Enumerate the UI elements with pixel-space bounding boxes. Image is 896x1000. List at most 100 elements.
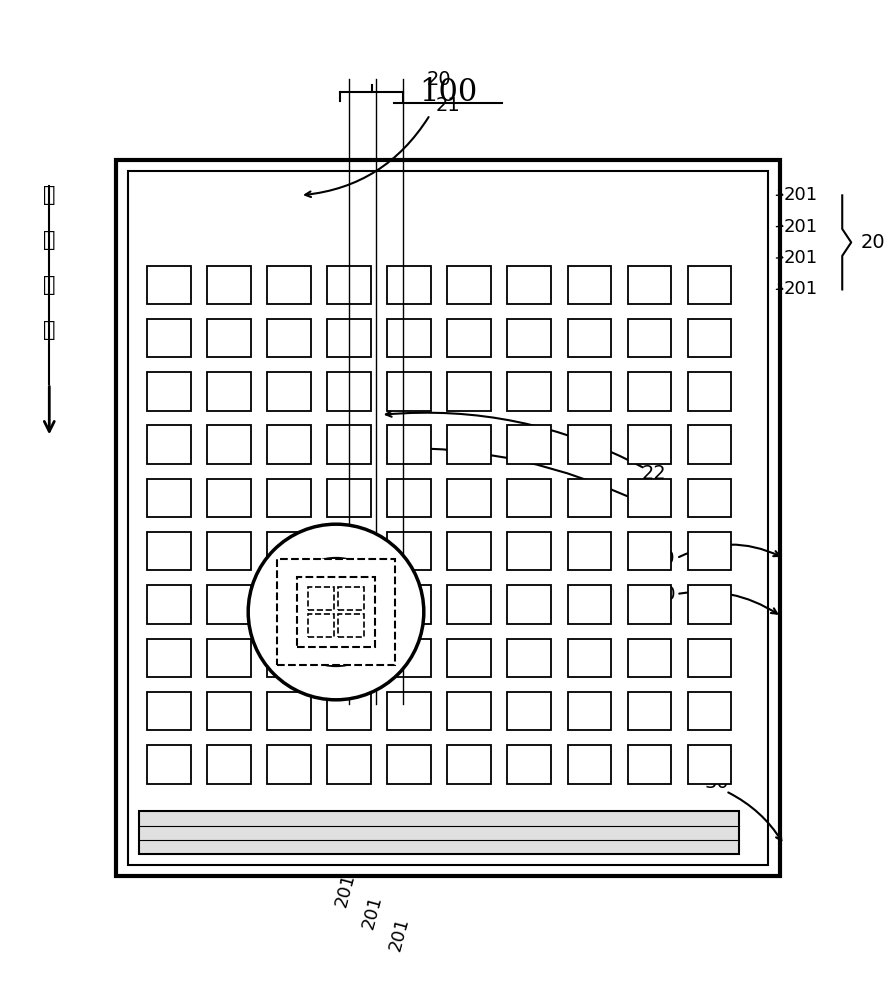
Bar <box>327 692 371 730</box>
Bar <box>627 639 671 677</box>
Bar <box>387 479 431 517</box>
Bar <box>627 319 671 357</box>
Bar <box>567 585 611 624</box>
Bar <box>507 532 551 570</box>
Bar <box>267 266 311 304</box>
Bar <box>207 425 251 464</box>
Bar <box>308 587 334 610</box>
Bar <box>627 479 671 517</box>
Bar <box>147 532 191 570</box>
Bar <box>207 692 251 730</box>
Bar <box>147 266 191 304</box>
Bar <box>387 425 431 464</box>
Text: 201: 201 <box>784 186 818 204</box>
Bar <box>308 614 334 637</box>
Bar <box>277 559 395 665</box>
Bar <box>567 479 611 517</box>
Bar <box>687 479 731 517</box>
Bar <box>627 372 671 411</box>
Text: 32: 32 <box>642 499 667 518</box>
Text: 22: 22 <box>642 464 667 483</box>
Bar <box>507 585 551 624</box>
Bar <box>387 319 431 357</box>
Bar <box>627 425 671 464</box>
Bar <box>507 745 551 784</box>
Bar <box>267 585 311 624</box>
Bar <box>267 319 311 357</box>
Bar <box>687 585 731 624</box>
Text: 201: 201 <box>358 893 385 931</box>
Bar <box>147 425 191 464</box>
Bar <box>147 319 191 357</box>
Text: 201: 201 <box>385 916 412 953</box>
Bar <box>116 160 780 876</box>
Text: 方: 方 <box>43 275 56 295</box>
Bar <box>627 585 671 624</box>
Bar <box>147 745 191 784</box>
Bar <box>687 266 731 304</box>
Bar <box>507 425 551 464</box>
Bar <box>327 266 371 304</box>
Bar <box>507 479 551 517</box>
Text: 20: 20 <box>426 70 452 89</box>
Bar <box>627 266 671 304</box>
Bar <box>687 692 731 730</box>
Bar <box>687 425 731 464</box>
Text: 201: 201 <box>784 249 818 267</box>
Bar <box>567 532 611 570</box>
Bar <box>147 585 191 624</box>
Bar <box>327 372 371 411</box>
Bar <box>338 587 364 610</box>
Bar <box>139 811 739 854</box>
Bar <box>327 479 371 517</box>
Bar <box>627 692 671 730</box>
Bar <box>147 372 191 411</box>
Bar <box>447 532 491 570</box>
Bar <box>267 745 311 784</box>
Bar <box>567 745 611 784</box>
Bar <box>447 639 491 677</box>
Circle shape <box>248 524 424 700</box>
Bar <box>327 639 371 677</box>
Circle shape <box>282 558 390 666</box>
Bar <box>507 319 551 357</box>
Text: 20: 20 <box>860 233 884 252</box>
Bar <box>387 266 431 304</box>
Bar <box>507 372 551 411</box>
Bar <box>327 319 371 357</box>
Bar <box>687 532 731 570</box>
Text: 100: 100 <box>418 77 478 108</box>
Bar <box>297 577 375 647</box>
Bar <box>327 745 371 784</box>
Bar <box>128 171 768 865</box>
Bar <box>207 745 251 784</box>
Bar <box>567 372 611 411</box>
Bar <box>387 639 431 677</box>
Bar <box>687 639 731 677</box>
Bar <box>267 639 311 677</box>
Text: 40: 40 <box>650 585 676 604</box>
Bar <box>267 479 311 517</box>
Bar <box>207 532 251 570</box>
Text: 201: 201 <box>784 218 818 236</box>
Bar <box>267 532 311 570</box>
Bar <box>627 745 671 784</box>
Bar <box>207 372 251 411</box>
Text: 30: 30 <box>704 773 729 792</box>
Text: 201: 201 <box>332 871 358 909</box>
Bar <box>447 266 491 304</box>
Bar <box>147 692 191 730</box>
Bar <box>447 425 491 464</box>
Bar <box>567 692 611 730</box>
Bar <box>507 692 551 730</box>
Bar <box>627 532 671 570</box>
Bar <box>687 319 731 357</box>
Bar <box>327 532 371 570</box>
Text: 21: 21 <box>435 96 461 115</box>
Bar <box>507 266 551 304</box>
Bar <box>387 585 431 624</box>
Bar <box>147 639 191 677</box>
Bar <box>207 479 251 517</box>
Bar <box>567 266 611 304</box>
Bar <box>327 585 371 624</box>
